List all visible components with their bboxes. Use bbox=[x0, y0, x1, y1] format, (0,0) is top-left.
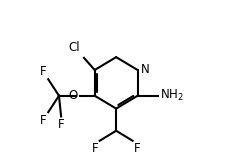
Text: F: F bbox=[40, 65, 47, 78]
Text: Cl: Cl bbox=[69, 41, 80, 54]
Text: F: F bbox=[134, 142, 141, 155]
Text: F: F bbox=[58, 118, 64, 131]
Text: O: O bbox=[69, 89, 78, 102]
Text: F: F bbox=[92, 142, 98, 155]
Text: N: N bbox=[140, 64, 149, 76]
Text: NH$_2$: NH$_2$ bbox=[160, 88, 183, 103]
Text: F: F bbox=[40, 114, 47, 127]
